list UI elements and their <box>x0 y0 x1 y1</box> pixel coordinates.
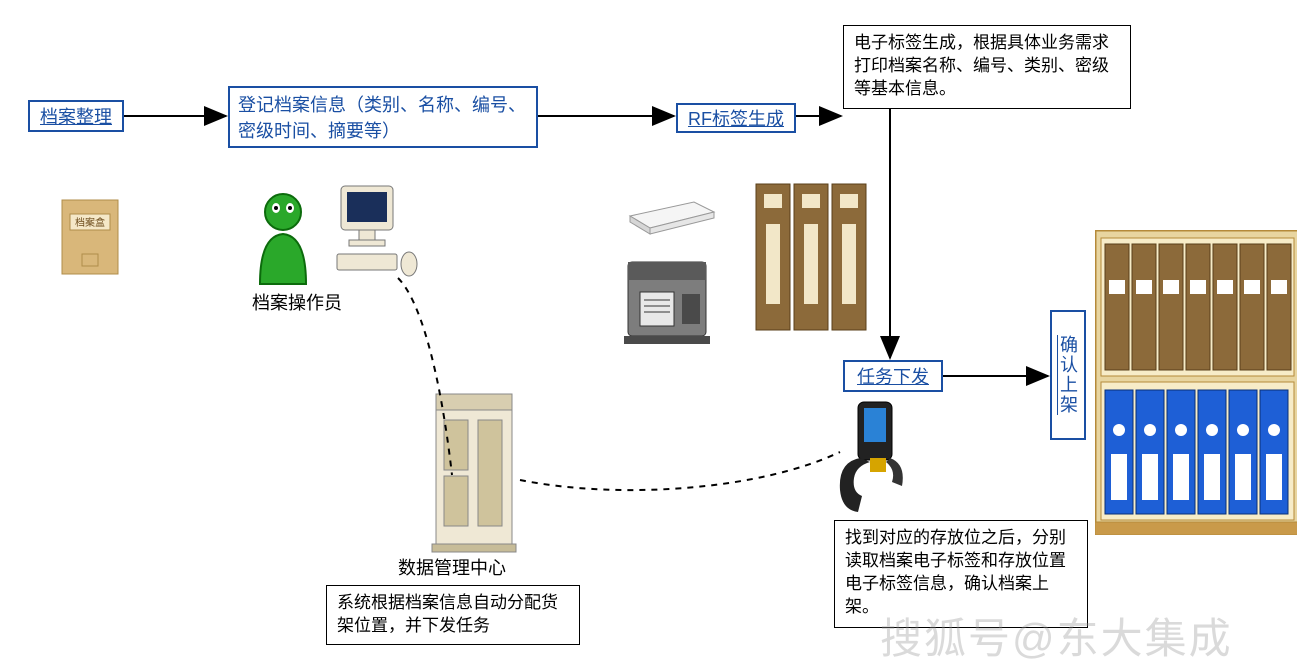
desc-auto-allocate: 系统根据档案信息自动分配货架位置，并下发任务 <box>326 585 580 645</box>
text: 电子标签生成，根据具体业务需求打印档案名称、编号、类别、密级等基本信息。 <box>854 33 1109 98</box>
node-archive-organize: 档案整理 <box>28 100 124 132</box>
text: RF标签生成 <box>688 105 784 131</box>
text: 找到对应的存放位之后，分别读取档案电子标签和存放位置电子标签信息，确认档案上架。 <box>845 528 1066 616</box>
archive-shelf-icon <box>1095 230 1297 540</box>
computer-icon <box>335 182 420 287</box>
operator-icon <box>248 188 318 293</box>
text: 任务下发 <box>857 363 929 389</box>
text: 系统根据档案信息自动分配货架位置，并下发任务 <box>337 593 558 635</box>
node-task-dispatch: 任务下发 <box>843 360 943 392</box>
file-folders-icon <box>752 180 872 340</box>
node-confirm-shelve: 确认上架 <box>1050 310 1086 440</box>
handheld-scanner-icon <box>830 400 920 523</box>
desc-confirm-shelve: 找到对应的存放位之后，分别读取档案电子标签和存放位置电子标签信息，确认档案上架。 <box>834 520 1088 628</box>
text: 确认上架 <box>1055 335 1081 415</box>
text: 档案操作员 <box>252 293 342 313</box>
archive-box-icon: 档案盒 <box>60 198 120 281</box>
label-printer-icon <box>620 250 720 355</box>
node-rf-tag-gen: RF标签生成 <box>676 103 796 133</box>
text: 登记档案信息（类别、名称、编号、密级时间、摘要等） <box>238 91 528 143</box>
desc-etag-gen: 电子标签生成，根据具体业务需求打印档案名称、编号、类别、密级等基本信息。 <box>843 25 1131 109</box>
svg-text:档案盒: 档案盒 <box>75 216 105 229</box>
node-register-info: 登记档案信息（类别、名称、编号、密级时间、摘要等） <box>228 86 538 148</box>
server-icon <box>430 390 525 560</box>
text: 档案整理 <box>40 103 112 129</box>
rfid-reader-icon <box>620 182 720 243</box>
text: 数据管理中心 <box>398 558 506 578</box>
